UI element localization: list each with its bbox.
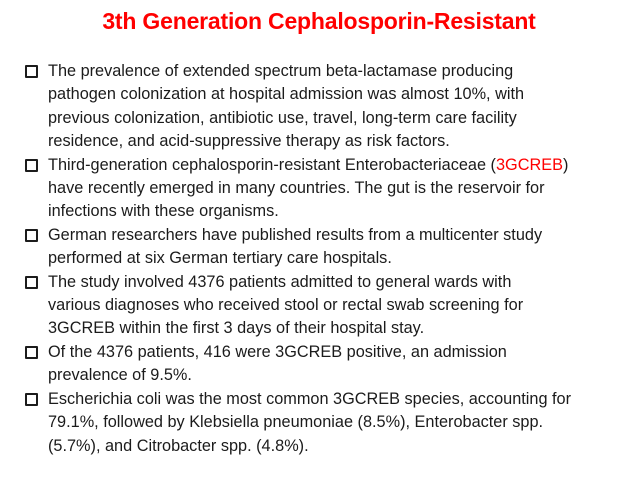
bullet-line: Of the 4376 patients, 416 were 3GCREB po… <box>48 341 630 364</box>
bullet-text-segment: previous colonization, antibiotic use, t… <box>48 108 517 127</box>
bullet-line: performed at six German tertiary care ho… <box>48 247 630 270</box>
bullet-text-segment: Third-generation cephalosporin-resistant… <box>48 155 496 174</box>
bullet-text-segment: 3GCREB within the first 3 days of their … <box>48 319 425 338</box>
bullet-item: The prevalence of extended spectrum beta… <box>25 60 630 154</box>
bullet-text-segment: The prevalence of extended spectrum beta… <box>48 62 514 80</box>
bullet-text-segment: various diagnoses who received stool or … <box>48 296 524 315</box>
bullet-text-segment: Of the 4376 patients, 416 were 3GCREB po… <box>48 342 507 361</box>
bullet-line: Third-generation cephalosporin-resistant… <box>48 154 630 177</box>
bullet-line: infections with these organisms. <box>48 200 630 223</box>
bullet-item: The study involved 4376 patients admitte… <box>25 271 630 341</box>
bullet-item: Escherichia coli was the most common 3GC… <box>25 388 630 458</box>
bullet-text-segment: (5.7%), and Citrobacter spp. (4.8%). <box>48 436 309 455</box>
bullet-text-segment: infections with these organisms. <box>48 202 279 221</box>
bullet-text-segment: performed at six German tertiary care ho… <box>48 249 392 268</box>
slide-title: 3th Generation Cephalosporin-Resistant <box>102 8 536 34</box>
bullet-line: Escherichia coli was the most common 3GC… <box>48 388 630 411</box>
bullet-line: German researchers have published result… <box>48 224 630 247</box>
bullet-item: Of the 4376 patients, 416 were 3GCREB po… <box>25 341 630 388</box>
bullet-line: The prevalence of extended spectrum beta… <box>48 60 630 83</box>
hollow-square-bullet-icon <box>25 392 38 406</box>
bullet-line: The study involved 4376 patients admitte… <box>48 271 630 294</box>
bullet-line: prevalence of 9.5%. <box>48 364 630 387</box>
hollow-square-bullet-icon <box>25 345 38 359</box>
bullet-text-segment: residence, and acid-suppressive therapy … <box>48 132 450 151</box>
bullet-text-segment: Escherichia coli was the most common 3GC… <box>48 389 572 408</box>
bullet-text-segment: 79.1%, followed by Klebsiella pneumoniae… <box>48 413 544 432</box>
hollow-square-bullet-icon <box>25 65 38 78</box>
bullet-text-segment: ) <box>562 155 569 174</box>
bullet-text-segment: The study involved 4376 patients admitte… <box>48 272 512 291</box>
bullet-line: various diagnoses who received stool or … <box>48 294 630 317</box>
hollow-square-bullet-icon <box>25 228 38 242</box>
bullet-list: The prevalence of extended spectrum beta… <box>0 60 638 458</box>
bullet-item: Third-generation cephalosporin-resistant… <box>25 154 630 224</box>
bullet-line: residence, and acid-suppressive therapy … <box>48 130 630 153</box>
bullet-text-segment: pathogen colonization at hospital admiss… <box>48 85 525 104</box>
bullet-line: 3GCREB within the first 3 days of their … <box>48 317 630 340</box>
bullet-text-segment: German researchers have published result… <box>48 225 543 244</box>
bullet-line: pathogen colonization at hospital admiss… <box>48 83 630 106</box>
highlighted-term: 3GCREB <box>495 155 563 174</box>
hollow-square-bullet-icon <box>25 275 38 289</box>
bullet-line: have recently emerged in many countries.… <box>48 177 630 200</box>
hollow-square-bullet-icon <box>25 158 38 172</box>
bullet-line: 79.1%, followed by Klebsiella pneumoniae… <box>48 411 630 434</box>
bullet-line: previous colonization, antibiotic use, t… <box>48 107 630 130</box>
bullet-item: German researchers have published result… <box>25 224 630 271</box>
bullet-text-segment: have recently emerged in many countries.… <box>48 179 545 198</box>
bullet-text-segment: prevalence of 9.5%. <box>48 366 192 385</box>
bullet-line: (5.7%), and Citrobacter spp. (4.8%). <box>48 435 630 458</box>
